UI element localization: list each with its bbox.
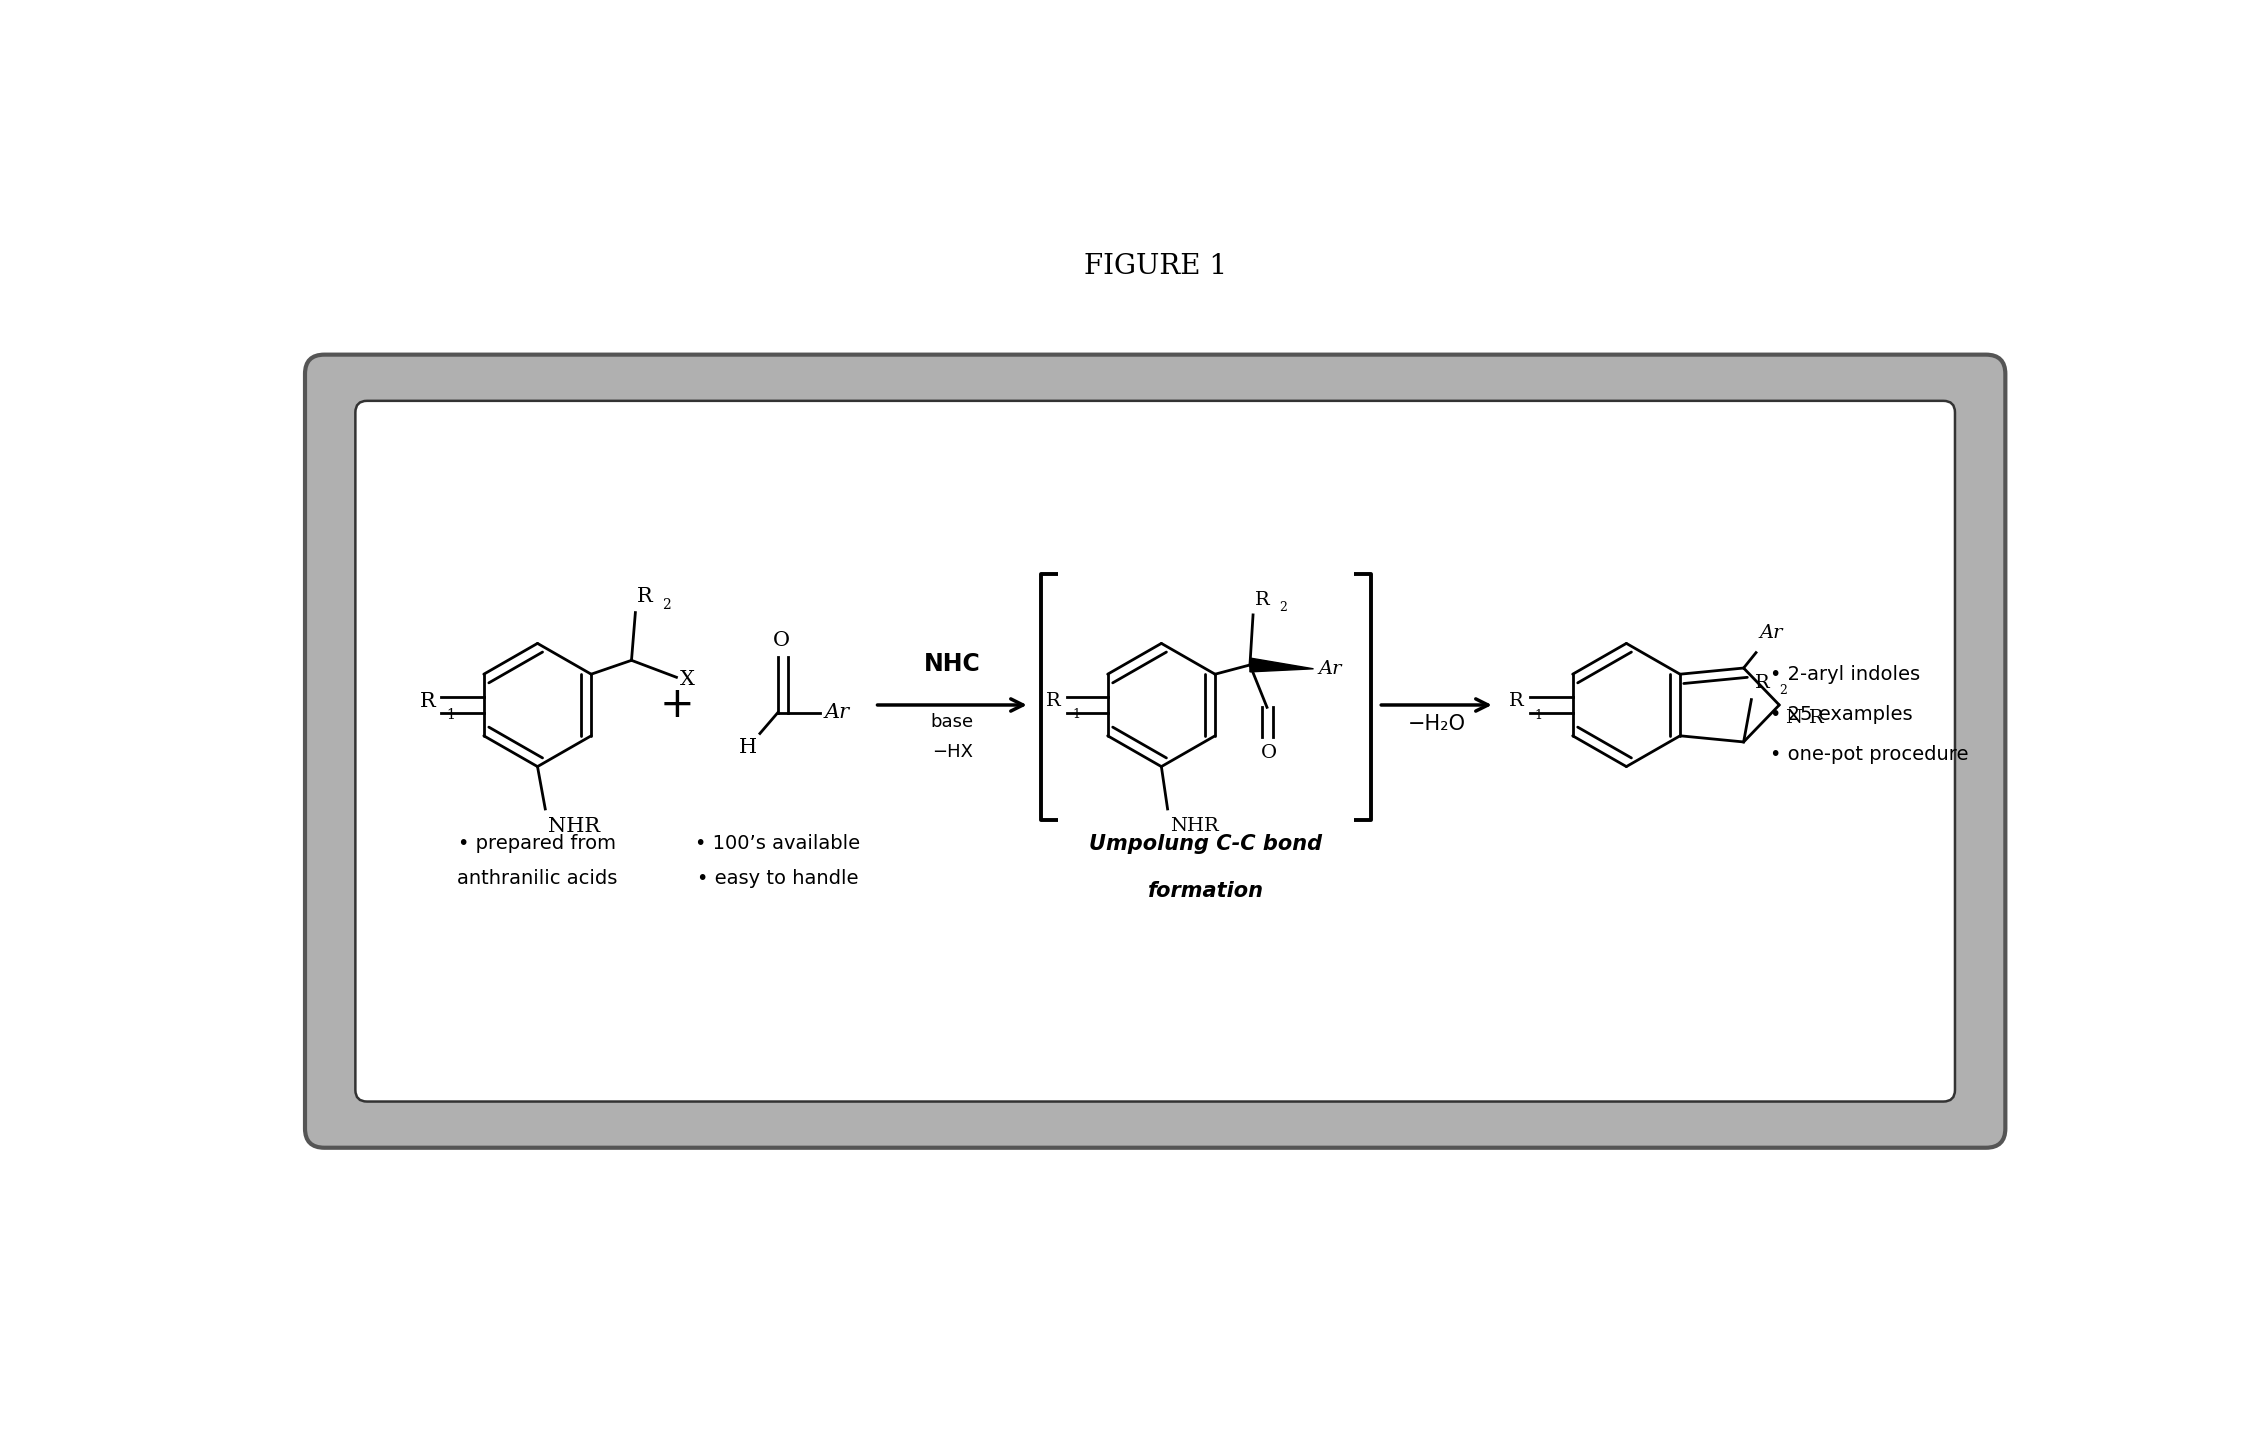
- Text: NHR: NHR: [1170, 817, 1219, 834]
- Text: NHC: NHC: [924, 651, 980, 676]
- FancyBboxPatch shape: [304, 354, 2006, 1147]
- Text: R: R: [1255, 591, 1269, 608]
- Text: R: R: [1510, 692, 1524, 710]
- Text: • 100’s available: • 100’s available: [694, 834, 861, 853]
- Text: R: R: [1046, 692, 1062, 710]
- Text: −HX: −HX: [931, 744, 974, 761]
- Text: Ar: Ar: [1319, 660, 1341, 677]
- Text: R: R: [1754, 674, 1769, 692]
- Text: • one-pot procedure: • one-pot procedure: [1769, 745, 1968, 764]
- Text: R: R: [419, 692, 435, 710]
- Text: −H₂O: −H₂O: [1406, 715, 1465, 735]
- Text: • easy to handle: • easy to handle: [696, 869, 859, 888]
- Text: O: O: [1260, 744, 1276, 762]
- Text: X: X: [678, 670, 694, 689]
- Text: anthranilic acids: anthranilic acids: [458, 869, 618, 888]
- Text: 2: 2: [1778, 684, 1787, 697]
- Text: Ar: Ar: [825, 703, 850, 722]
- Text: Ar: Ar: [1758, 624, 1783, 641]
- Text: base: base: [931, 713, 974, 731]
- Text: O: O: [773, 631, 791, 650]
- Text: formation: formation: [1147, 880, 1264, 901]
- Text: NHR: NHR: [548, 817, 600, 836]
- FancyBboxPatch shape: [356, 401, 1954, 1101]
- Text: • 2-aryl indoles: • 2-aryl indoles: [1769, 664, 1920, 683]
- Polygon shape: [1251, 659, 1314, 672]
- Text: 1: 1: [1535, 709, 1542, 722]
- Text: 2: 2: [663, 598, 672, 612]
- Text: R: R: [638, 588, 654, 607]
- Text: • 25 examples: • 25 examples: [1769, 705, 1911, 723]
- Text: R: R: [1808, 709, 1823, 726]
- Text: • prepared from: • prepared from: [458, 834, 618, 853]
- Text: 1: 1: [1073, 709, 1080, 722]
- Text: Umpolung C-C bond: Umpolung C-C bond: [1089, 834, 1323, 855]
- Text: +: +: [660, 684, 694, 726]
- Text: H: H: [739, 738, 757, 757]
- Text: N: N: [1785, 709, 1803, 726]
- Text: FIGURE 1: FIGURE 1: [1084, 252, 1226, 280]
- Text: 1: 1: [446, 708, 455, 722]
- Text: 2: 2: [1280, 601, 1287, 614]
